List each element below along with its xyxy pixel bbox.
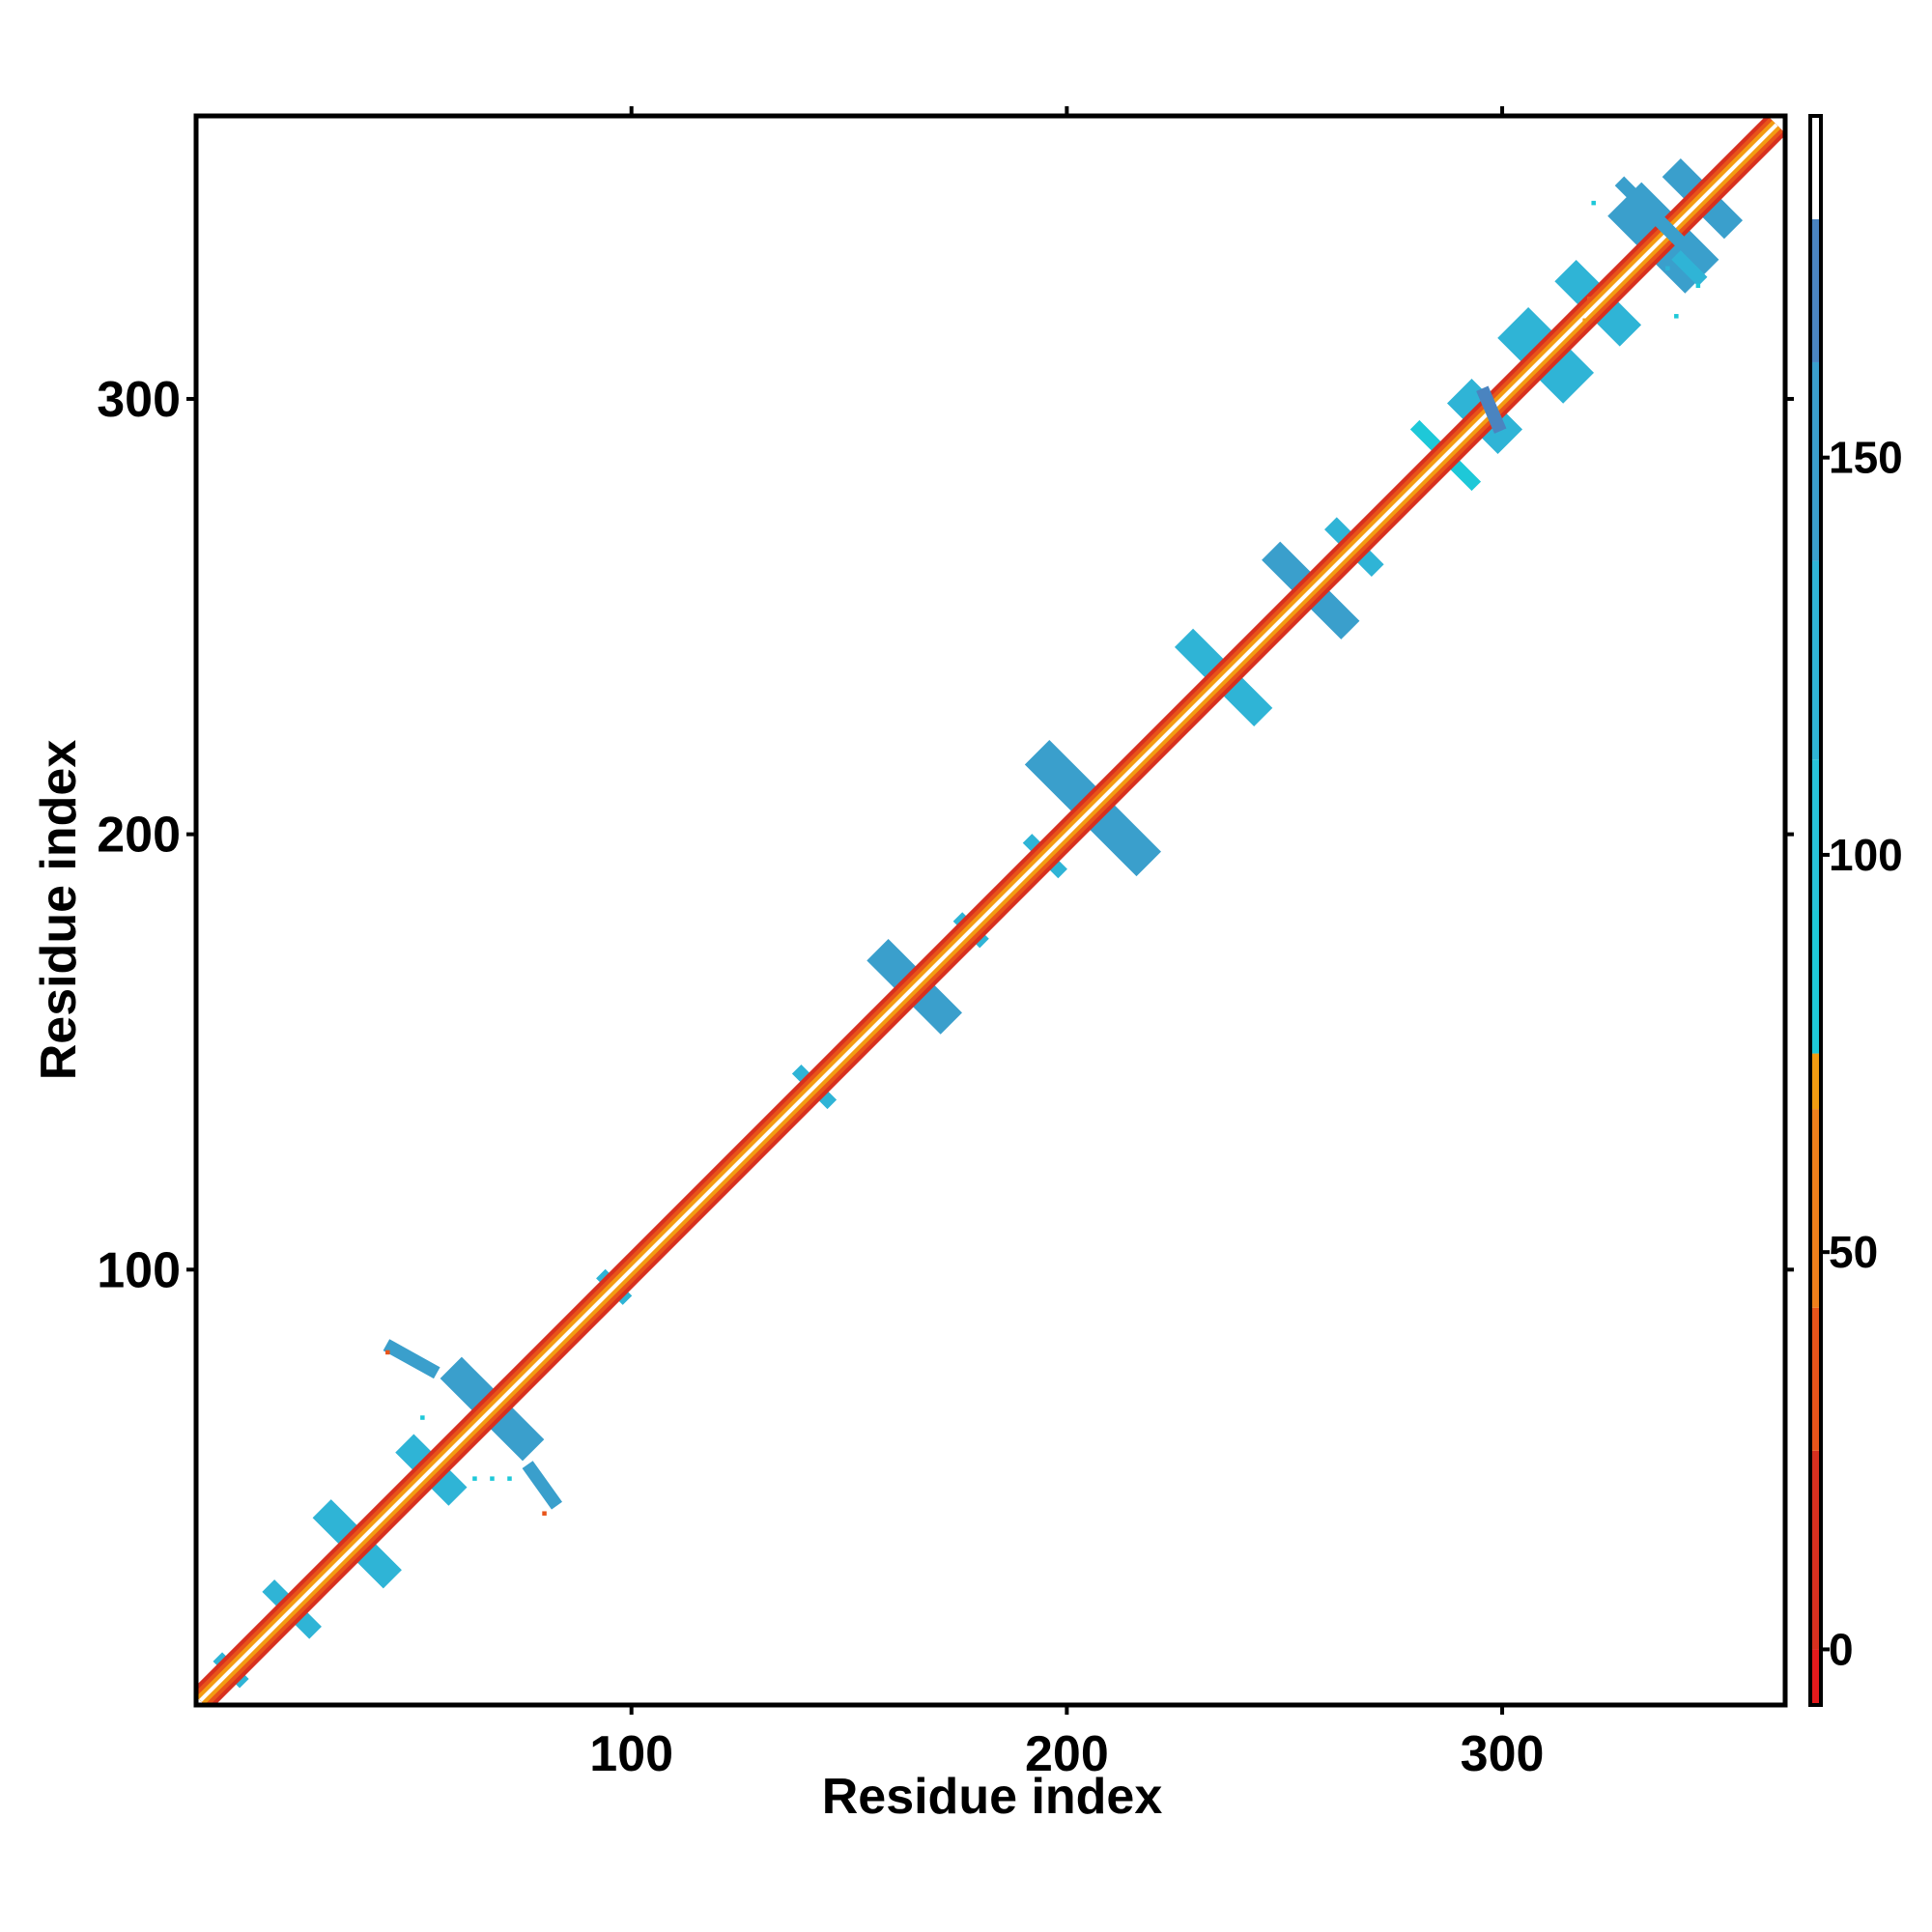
y-axis: 100 200 300 (97, 372, 1794, 1298)
contact-point-10 (1665, 266, 1670, 270)
contact-point-9 (1674, 314, 1679, 319)
contact-point-7 (1582, 318, 1587, 324)
colorbar-band-9 (1810, 218, 1821, 362)
colorbar-band-3 (1810, 1109, 1821, 1308)
colorbar-band-2 (1810, 1307, 1821, 1451)
off-diagonal-contact-4 (1671, 250, 1708, 287)
contact-point-8 (1591, 200, 1596, 206)
x-tick-label-200: 200 (1025, 1726, 1109, 1782)
heatmap-marks (196, 116, 1785, 1705)
colorbar-band-6 (1810, 759, 1821, 911)
contact-point-6 (1586, 297, 1592, 301)
contact-point-5 (542, 1511, 547, 1516)
off-diagonal-contact-1 (522, 1461, 562, 1510)
x-tick-label-300: 300 (1461, 1726, 1545, 1782)
y-tick-label-200: 200 (97, 808, 181, 864)
colorbar-band-7 (1810, 560, 1821, 760)
colorbar-tick-label-0: 0 (1829, 1624, 1854, 1674)
colorbar-band-0 (1810, 1649, 1821, 1705)
x-tick-label-100: 100 (589, 1726, 673, 1782)
colorbar-band-10 (1810, 116, 1821, 219)
off-diagonal-contact-0 (383, 1339, 440, 1379)
contact-point-2 (472, 1476, 477, 1481)
x-axis-title: Residue index (822, 1769, 1163, 1825)
contact-point-3 (490, 1476, 495, 1481)
colorbar-frame (1808, 114, 1823, 1707)
colorbar-tick-label-100: 100 (1829, 830, 1903, 880)
y-axis-title: Residue index (31, 740, 87, 1081)
off-diagonal-contact-2 (1476, 385, 1507, 434)
contact-point-1 (420, 1415, 425, 1420)
colorbar-band-4 (1810, 1053, 1821, 1110)
colorbar-band-5 (1810, 910, 1821, 1054)
y-tick-label-300: 300 (97, 372, 181, 428)
off-diagonal-contact-3 (1614, 176, 1694, 256)
contact-point-4 (507, 1476, 512, 1481)
contact-point-11 (1695, 283, 1701, 289)
colorbar: 0 50 100 150 (1808, 114, 1903, 1707)
plot-frame (193, 113, 1788, 1708)
colorbar-tick-label-150: 150 (1829, 433, 1903, 483)
colorbar-band-8 (1810, 361, 1821, 561)
x-axis: 100 200 300 (589, 106, 1544, 1782)
colorbar-tick-label-50: 50 (1829, 1227, 1878, 1277)
y-tick-label-100: 100 (97, 1242, 181, 1298)
contact-point-0 (385, 1350, 390, 1355)
colorbar-band-1 (1810, 1450, 1821, 1650)
diagonal-band-0 (199, 123, 1778, 1702)
